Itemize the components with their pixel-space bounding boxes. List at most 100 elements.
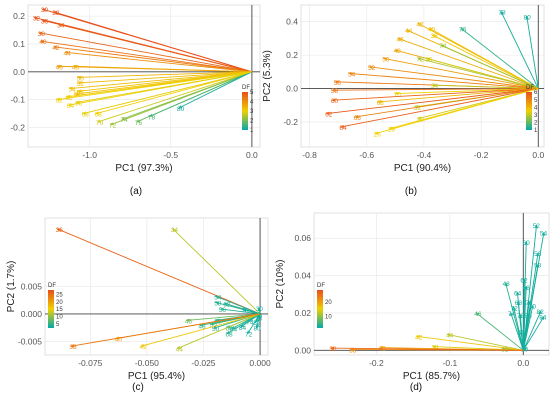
arrow-head — [510, 311, 514, 317]
x-tick-label: -0.1 — [443, 358, 458, 368]
arrow-head — [41, 19, 46, 23]
loading-arrow — [178, 71, 253, 109]
point-label: 44 — [64, 50, 72, 57]
point-label: 52 — [210, 322, 218, 329]
point-label: 76 — [459, 26, 467, 33]
loading-arrow — [326, 88, 539, 115]
loading-arrow — [500, 11, 539, 89]
legend-tick-label: 3 — [250, 109, 254, 115]
arrow-head — [526, 313, 530, 319]
point-label: 54 — [348, 71, 356, 78]
arrow-head — [242, 308, 247, 312]
legend-tick-label: 2 — [250, 119, 254, 125]
arrow-head — [523, 347, 528, 352]
arrow-head — [425, 57, 431, 61]
point-label: 28 — [388, 127, 396, 134]
y-tick-label: -0.2 — [283, 117, 298, 127]
loading-arrow — [522, 314, 529, 351]
chart-panel: -0.075 -0.050 -0.025 0.000 -0.005 0.000 0.005 P… — [6, 217, 271, 393]
arrow-head — [176, 345, 181, 349]
loading-arrow — [96, 71, 253, 115]
loading-arrow — [395, 88, 539, 94]
arrow-head — [121, 116, 126, 120]
point-label: 40 — [428, 26, 436, 33]
arrow-head — [394, 91, 399, 96]
point-label: 46 — [56, 64, 64, 71]
arrow-head — [82, 111, 87, 115]
loading-arrow — [76, 71, 252, 103]
legend-tick-label: 1 — [250, 128, 254, 134]
point-label: 78 — [498, 10, 506, 17]
arrow-head — [475, 312, 480, 316]
arrow-head — [446, 333, 451, 337]
loading-arrow — [447, 334, 524, 351]
point-label: 50 — [212, 326, 220, 333]
arrow-head — [70, 344, 75, 348]
arrow-head — [340, 124, 345, 129]
point-label: 78 — [517, 313, 525, 320]
y-tick-label: 0.0 — [13, 67, 25, 77]
arrow-head — [33, 16, 38, 20]
loading-arrow — [78, 71, 252, 78]
y-tick-label: -0.005 — [18, 336, 42, 346]
point-label: 66 — [225, 326, 233, 333]
loading-arrow — [510, 312, 524, 351]
y-tick-label: 0.4 — [286, 17, 298, 27]
arrow-head — [325, 111, 330, 115]
x-axis-label: PC1 (95.4%) — [128, 371, 185, 382]
arrow-head — [541, 315, 545, 320]
arrow-head — [512, 306, 516, 311]
legend-tick-label: 4 — [534, 105, 538, 111]
legend-tick-label: 5 — [56, 322, 60, 328]
arrow-head — [172, 228, 177, 233]
arrow-head — [148, 113, 153, 117]
point-label: 50 — [77, 75, 85, 82]
loading-arrow — [53, 46, 252, 73]
point-label: 68 — [225, 332, 233, 339]
point-label: 82 — [536, 309, 544, 316]
x-tick-label: -0.8 — [302, 150, 317, 160]
arrow-head — [460, 27, 465, 32]
arrow-head — [522, 278, 526, 283]
legend-colorbar — [526, 92, 532, 130]
loading-arrow — [375, 88, 539, 135]
arrow-head — [417, 116, 422, 120]
arrow-head — [329, 346, 335, 350]
arrow-head — [255, 324, 259, 329]
legend-tick-label: 6 — [534, 90, 538, 96]
arrow-head — [38, 31, 43, 35]
point-label: 62 — [520, 277, 528, 284]
legend-title: DF — [317, 283, 325, 289]
y-tick-label: 0.005 — [21, 282, 43, 292]
point-label: 54 — [69, 87, 77, 94]
loading-arrow — [40, 40, 252, 73]
point-label: 60 — [523, 240, 531, 247]
arrow-head — [77, 75, 82, 79]
loading-arrow — [242, 309, 261, 315]
arrow-head — [39, 39, 45, 44]
panel-label: (a) — [130, 186, 142, 197]
loading-arrow — [476, 312, 524, 351]
point-label: 48 — [503, 281, 511, 288]
legend-colorbar — [317, 290, 323, 328]
y-axis-label: PC2 (10%) — [275, 260, 286, 309]
point-label: 56 — [219, 307, 227, 314]
y-tick-label: 0.00 — [294, 345, 311, 355]
loading-arrow — [70, 313, 261, 347]
point-label: 48 — [72, 64, 80, 71]
point-label: 72 — [511, 305, 519, 312]
loading-arrow — [149, 71, 253, 117]
point-label: 64 — [67, 103, 75, 110]
point-label: 74 — [508, 311, 516, 318]
point-label: 34 — [57, 22, 65, 29]
arrow-head — [541, 231, 545, 236]
x-tick-label: -0.4 — [417, 150, 432, 160]
y-tick-label: 0.04 — [294, 271, 311, 281]
legend-tick-label: 10 — [325, 315, 332, 321]
x-tick-label: -0.6 — [359, 150, 374, 160]
arrow-head — [518, 313, 523, 318]
point-label: 68 — [94, 112, 102, 119]
arrow-head — [52, 45, 58, 49]
loading-arrow — [65, 51, 252, 73]
arrow-head — [177, 105, 183, 109]
